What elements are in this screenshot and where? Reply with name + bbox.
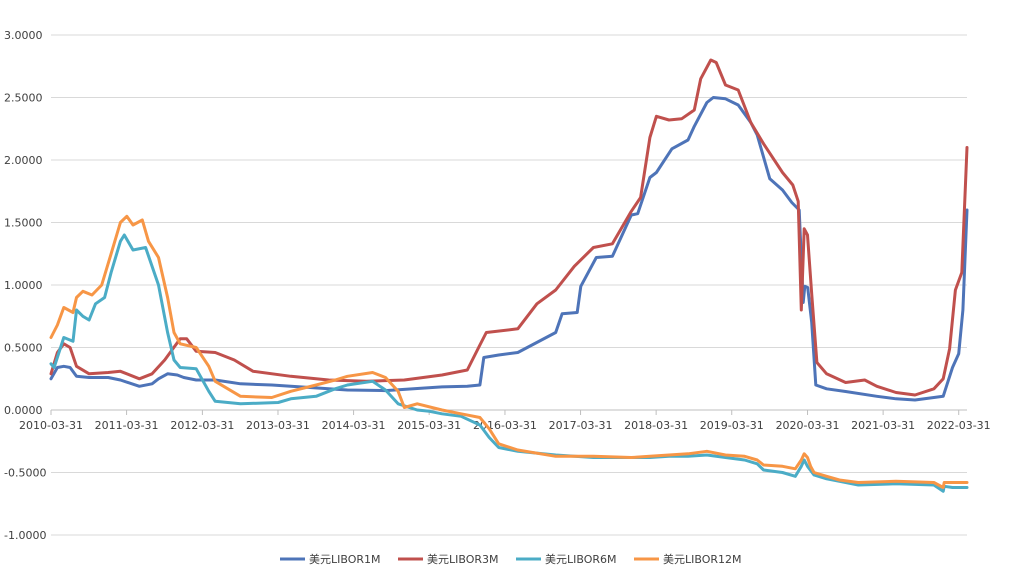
- y-tick-label: 2.5000: [4, 92, 43, 105]
- legend: 美元LIBOR1M 美元LIBOR3M 美元LIBOR6M 美元LIBOR12M: [280, 553, 742, 566]
- x-tick-label: 2012-03-31: [170, 419, 234, 432]
- y-tick-label: 1.0000: [4, 279, 43, 292]
- series-lines: [49, 58, 969, 493]
- gridlines: [51, 34, 967, 536]
- x-tick-label: 2018-03-31: [624, 419, 688, 432]
- x-tick-label: 2020-03-31: [776, 419, 840, 432]
- y-tick-label: 2.0000: [4, 154, 43, 167]
- x-tick-label: 2015-03-31: [397, 419, 461, 432]
- legend-label: 美元LIBOR3M: [427, 553, 499, 566]
- y-axis: 3.0000 2.5000 2.0000 1.5000 1.0000 0.5000 0.00…: [4, 29, 46, 542]
- series-line-4: [49, 214, 969, 489]
- x-tick-label: 2011-03-31: [95, 419, 159, 432]
- x-tick-label: 2019-03-31: [700, 419, 764, 432]
- x-tick-label: 2017-03-31: [549, 419, 613, 432]
- y-tick-label: -1.0000: [4, 529, 46, 542]
- legend-label: 美元LIBOR12M: [663, 553, 742, 566]
- x-tick-label: 2022-03-31: [927, 419, 991, 432]
- y-tick-label: 0.0000: [4, 404, 43, 417]
- legend-label: 美元LIBOR1M: [309, 553, 381, 566]
- x-tick-label: 2014-03-31: [322, 419, 386, 432]
- series-line-3: [49, 233, 969, 493]
- series-line-2: [49, 58, 969, 397]
- y-tick-label: 1.5000: [4, 217, 43, 230]
- y-tick-label: 3.0000: [4, 29, 43, 42]
- x-tick-label: 2010-03-31: [19, 419, 83, 432]
- legend-label: 美元LIBOR6M: [545, 553, 617, 566]
- y-tick-label: 0.5000: [4, 342, 43, 355]
- x-tick-label: 2013-03-31: [246, 419, 310, 432]
- y-tick-label: -0.5000: [4, 467, 46, 480]
- series-line-1: [49, 96, 969, 402]
- x-tick-label: 2021-03-31: [851, 419, 915, 432]
- x-axis: 2010-03-31 2011-03-31 2012-03-31 2013-03-31…: [19, 409, 991, 432]
